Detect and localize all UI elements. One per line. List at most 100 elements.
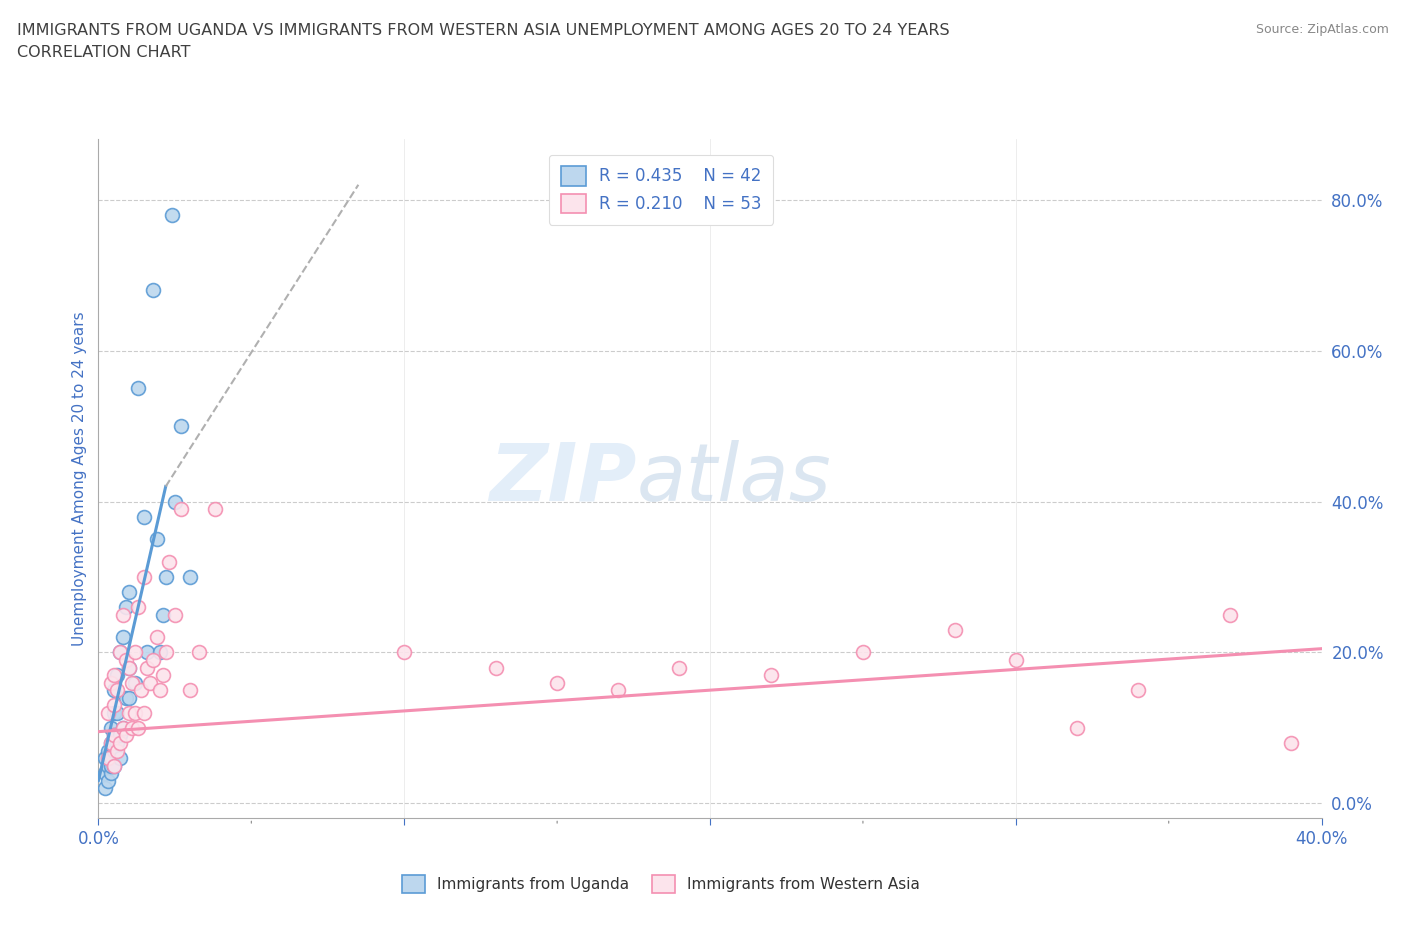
Text: IMMIGRANTS FROM UGANDA VS IMMIGRANTS FROM WESTERN ASIA UNEMPLOYMENT AMONG AGES 2: IMMIGRANTS FROM UGANDA VS IMMIGRANTS FRO…: [17, 23, 949, 38]
Point: [136, 645, 159, 660]
Point: [115, 600, 138, 615]
Point: [145, 532, 167, 547]
Y-axis label: Unemployment Among Ages 20 to 24 years: Unemployment Among Ages 20 to 24 years: [72, 312, 87, 646]
Point: [134, 705, 156, 720]
Point: [149, 645, 172, 660]
Point: [108, 728, 131, 743]
Point: [103, 758, 125, 773]
Point: [155, 569, 177, 584]
Point: [100, 736, 122, 751]
Point: [129, 683, 152, 698]
Point: [103, 743, 125, 758]
Point: [118, 705, 141, 720]
Point: [93, 751, 115, 765]
Point: [105, 683, 128, 698]
Point: [155, 645, 177, 660]
Point: [115, 690, 138, 705]
Point: [93, 781, 115, 796]
Point: [108, 751, 131, 765]
Point: [134, 510, 156, 525]
Point: [108, 736, 131, 751]
Point: [108, 645, 131, 660]
Point: [124, 705, 146, 720]
Point: [204, 501, 226, 516]
Point: [124, 675, 146, 690]
Point: [1066, 721, 1088, 736]
Text: atlas: atlas: [637, 440, 831, 518]
Point: [103, 758, 125, 773]
Point: [103, 705, 125, 720]
Point: [93, 765, 115, 780]
Point: [157, 554, 180, 569]
Point: [97, 773, 120, 788]
Point: [142, 283, 165, 298]
Point: [100, 675, 122, 690]
Point: [111, 721, 134, 736]
Point: [100, 721, 122, 736]
Point: [118, 585, 141, 600]
Point: [97, 743, 120, 758]
Point: [546, 675, 568, 690]
Point: [103, 683, 125, 698]
Point: [127, 600, 149, 615]
Point: [103, 668, 125, 683]
Point: [1128, 683, 1150, 698]
Point: [170, 501, 193, 516]
Point: [145, 630, 167, 644]
Point: [163, 607, 186, 622]
Point: [759, 668, 782, 683]
Point: [1279, 736, 1302, 751]
Point: [1004, 653, 1026, 668]
Point: [127, 721, 149, 736]
Point: [111, 630, 134, 644]
Point: [127, 381, 149, 396]
Point: [136, 660, 159, 675]
Point: [179, 569, 201, 584]
Point: [97, 705, 120, 720]
Point: [105, 705, 128, 720]
Point: [121, 721, 143, 736]
Point: [108, 645, 131, 660]
Point: [118, 660, 141, 675]
Point: [392, 645, 416, 660]
Point: [121, 675, 143, 690]
Point: [607, 683, 630, 698]
Point: [118, 690, 141, 705]
Point: [103, 728, 125, 743]
Legend: Immigrants from Uganda, Immigrants from Western Asia: Immigrants from Uganda, Immigrants from …: [396, 870, 927, 899]
Point: [115, 728, 138, 743]
Point: [139, 675, 162, 690]
Point: [97, 758, 120, 773]
Point: [943, 622, 966, 637]
Point: [485, 660, 508, 675]
Point: [1219, 607, 1241, 622]
Point: [105, 668, 128, 683]
Point: [97, 751, 120, 765]
Point: [142, 653, 165, 668]
Point: [134, 569, 156, 584]
Text: Source: ZipAtlas.com: Source: ZipAtlas.com: [1256, 23, 1389, 36]
Point: [105, 743, 128, 758]
Point: [152, 668, 174, 683]
Point: [111, 607, 134, 622]
Point: [111, 721, 134, 736]
Point: [124, 645, 146, 660]
Point: [100, 765, 122, 780]
Point: [668, 660, 690, 675]
Point: [152, 607, 174, 622]
Point: [188, 645, 211, 660]
Text: CORRELATION CHART: CORRELATION CHART: [17, 45, 190, 60]
Text: ZIP: ZIP: [489, 440, 637, 518]
Point: [149, 683, 172, 698]
Point: [105, 736, 128, 751]
Point: [103, 698, 125, 712]
Point: [100, 758, 122, 773]
Point: [100, 751, 122, 765]
Point: [100, 736, 122, 751]
Point: [160, 207, 183, 222]
Point: [163, 494, 186, 509]
Point: [852, 645, 875, 660]
Point: [179, 683, 201, 698]
Point: [103, 728, 125, 743]
Point: [115, 653, 138, 668]
